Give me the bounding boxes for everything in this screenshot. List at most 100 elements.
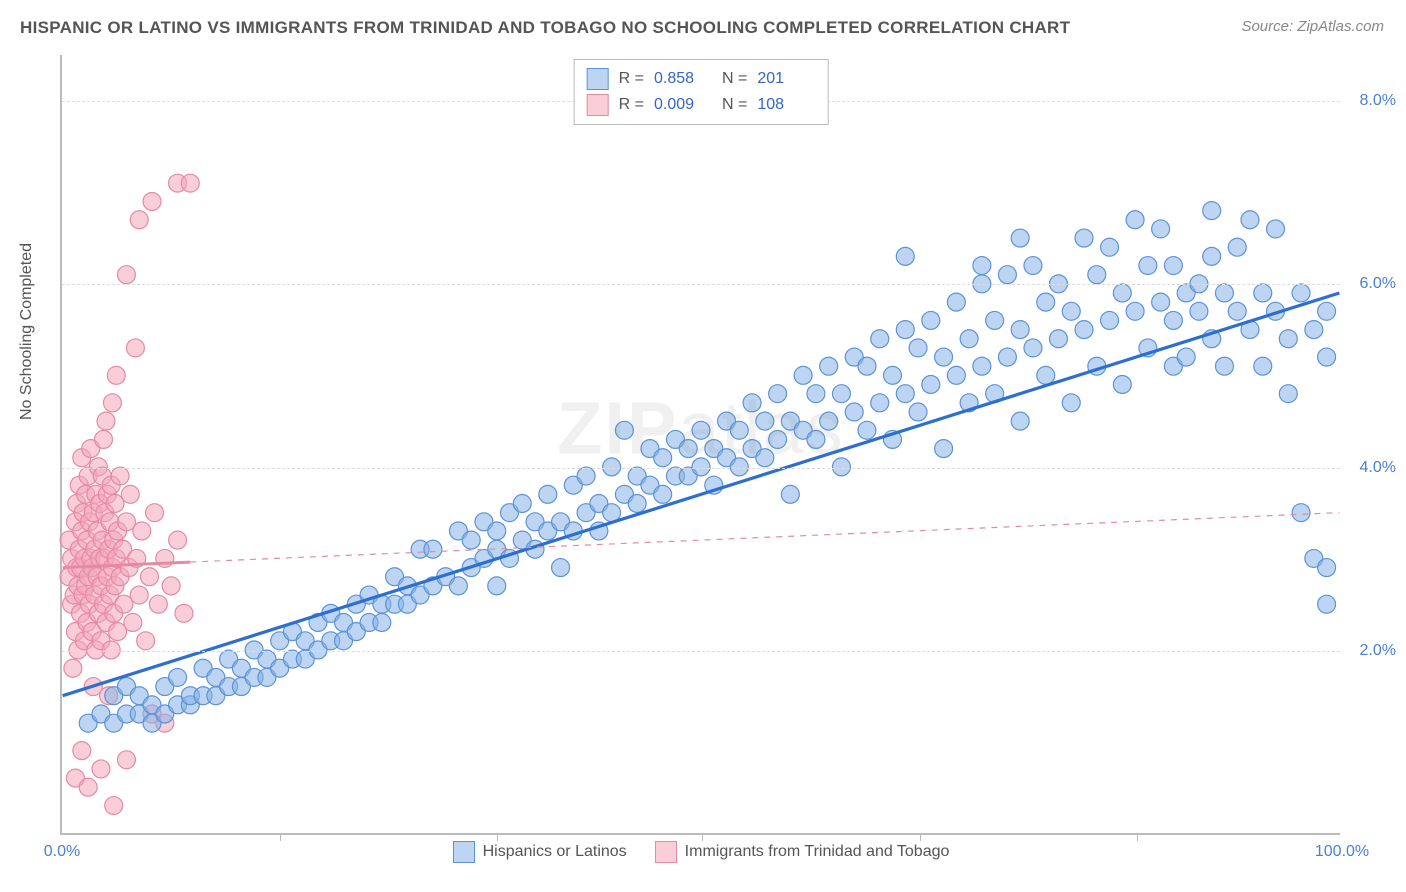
scatter-point bbox=[137, 632, 155, 650]
scatter-point bbox=[769, 385, 787, 403]
scatter-point bbox=[73, 742, 91, 760]
scatter-point bbox=[935, 348, 953, 366]
regression-line-blue bbox=[63, 293, 1340, 696]
scatter-point bbox=[871, 394, 889, 412]
scatter-point bbox=[679, 440, 697, 458]
scatter-point bbox=[169, 531, 187, 549]
scatter-point bbox=[140, 568, 158, 586]
scatter-point bbox=[922, 376, 940, 394]
scatter-point bbox=[1177, 348, 1195, 366]
legend-item-pink: Immigrants from Trinidad and Tobago bbox=[655, 841, 950, 863]
y-tick-label: 2.0% bbox=[1360, 642, 1396, 660]
r-label: R = bbox=[619, 96, 644, 114]
scatter-point bbox=[654, 449, 672, 467]
scatter-point bbox=[871, 330, 889, 348]
scatter-point bbox=[935, 440, 953, 458]
x-tick-minor bbox=[280, 833, 281, 841]
scatter-point bbox=[424, 540, 442, 558]
scatter-point bbox=[730, 421, 748, 439]
plot-area: ZIPatlas R = 0.858 N = 201 R = 0.009 N =… bbox=[60, 55, 1340, 835]
scatter-point bbox=[794, 366, 812, 384]
scatter-point bbox=[973, 257, 991, 275]
scatter-point bbox=[1318, 302, 1336, 320]
scatter-point bbox=[781, 485, 799, 503]
r-value-blue: 0.858 bbox=[654, 70, 712, 88]
scatter-point bbox=[884, 366, 902, 384]
x-tick-label: 100.0% bbox=[1315, 843, 1369, 861]
y-tick-label: 6.0% bbox=[1360, 275, 1396, 293]
scatter-point bbox=[103, 394, 121, 412]
scatter-point bbox=[124, 614, 142, 632]
scatter-point bbox=[107, 366, 125, 384]
scatter-point bbox=[1215, 284, 1233, 302]
x-tick-minor bbox=[1137, 833, 1138, 841]
scatter-point bbox=[169, 668, 187, 686]
r-value-pink: 0.009 bbox=[654, 96, 712, 114]
legend-item-blue: Hispanics or Latinos bbox=[453, 841, 627, 863]
scatter-point bbox=[1075, 321, 1093, 339]
scatter-point bbox=[692, 421, 710, 439]
scatter-point bbox=[373, 614, 391, 632]
scatter-point bbox=[1011, 229, 1029, 247]
scatter-point bbox=[1305, 321, 1323, 339]
legend-stats: R = 0.858 N = 201 R = 0.009 N = 108 bbox=[574, 59, 829, 125]
n-value-pink: 108 bbox=[757, 96, 815, 114]
scatter-point bbox=[896, 247, 914, 265]
scatter-point bbox=[909, 339, 927, 357]
x-tick-minor bbox=[920, 833, 921, 841]
scatter-point bbox=[143, 192, 161, 210]
scatter-point bbox=[121, 485, 139, 503]
source-attribution: Source: ZipAtlas.com bbox=[1241, 18, 1384, 35]
scatter-point bbox=[756, 412, 774, 430]
scatter-point bbox=[1024, 257, 1042, 275]
legend-label-blue: Hispanics or Latinos bbox=[483, 843, 627, 861]
scatter-point bbox=[126, 339, 144, 357]
y-axis-label: No Schooling Completed bbox=[18, 243, 36, 420]
scatter-point bbox=[1267, 220, 1285, 238]
scatter-point bbox=[692, 458, 710, 476]
scatter-point bbox=[1164, 257, 1182, 275]
scatter-point bbox=[896, 321, 914, 339]
scatter-point bbox=[986, 311, 1004, 329]
scatter-point bbox=[1037, 366, 1055, 384]
scatter-point bbox=[807, 430, 825, 448]
gridline-h bbox=[62, 284, 1340, 285]
scatter-point bbox=[845, 403, 863, 421]
scatter-point bbox=[1318, 595, 1336, 613]
scatter-point bbox=[95, 430, 113, 448]
scatter-point bbox=[577, 467, 595, 485]
scatter-point bbox=[181, 174, 199, 192]
scatter-point bbox=[111, 467, 129, 485]
scatter-point bbox=[1215, 357, 1233, 375]
scatter-point bbox=[769, 430, 787, 448]
scatter-point bbox=[1101, 311, 1119, 329]
scatter-point bbox=[858, 357, 876, 375]
scatter-point bbox=[1279, 385, 1297, 403]
scatter-point bbox=[858, 421, 876, 439]
scatter-point bbox=[118, 266, 136, 284]
legend-row-blue: R = 0.858 N = 201 bbox=[587, 66, 816, 92]
gridline-h bbox=[62, 468, 1340, 469]
scatter-point bbox=[130, 211, 148, 229]
scatter-point bbox=[1152, 293, 1170, 311]
scatter-point bbox=[539, 485, 557, 503]
scatter-point bbox=[449, 577, 467, 595]
scatter-point bbox=[118, 751, 136, 769]
scatter-point bbox=[97, 412, 115, 430]
scatter-point bbox=[1254, 284, 1272, 302]
scatter-point bbox=[552, 559, 570, 577]
scatter-point bbox=[807, 385, 825, 403]
n-value-blue: 201 bbox=[757, 70, 815, 88]
swatch-pink bbox=[655, 841, 677, 863]
scatter-point bbox=[1101, 238, 1119, 256]
scatter-point bbox=[654, 485, 672, 503]
gridline-h bbox=[62, 651, 1340, 652]
scatter-point bbox=[730, 458, 748, 476]
scatter-point bbox=[1011, 412, 1029, 430]
scatter-point bbox=[1292, 504, 1310, 522]
scatter-point bbox=[1126, 302, 1144, 320]
scatter-point bbox=[1190, 302, 1208, 320]
scatter-point bbox=[896, 385, 914, 403]
scatter-point bbox=[79, 778, 97, 796]
n-label: N = bbox=[722, 96, 747, 114]
